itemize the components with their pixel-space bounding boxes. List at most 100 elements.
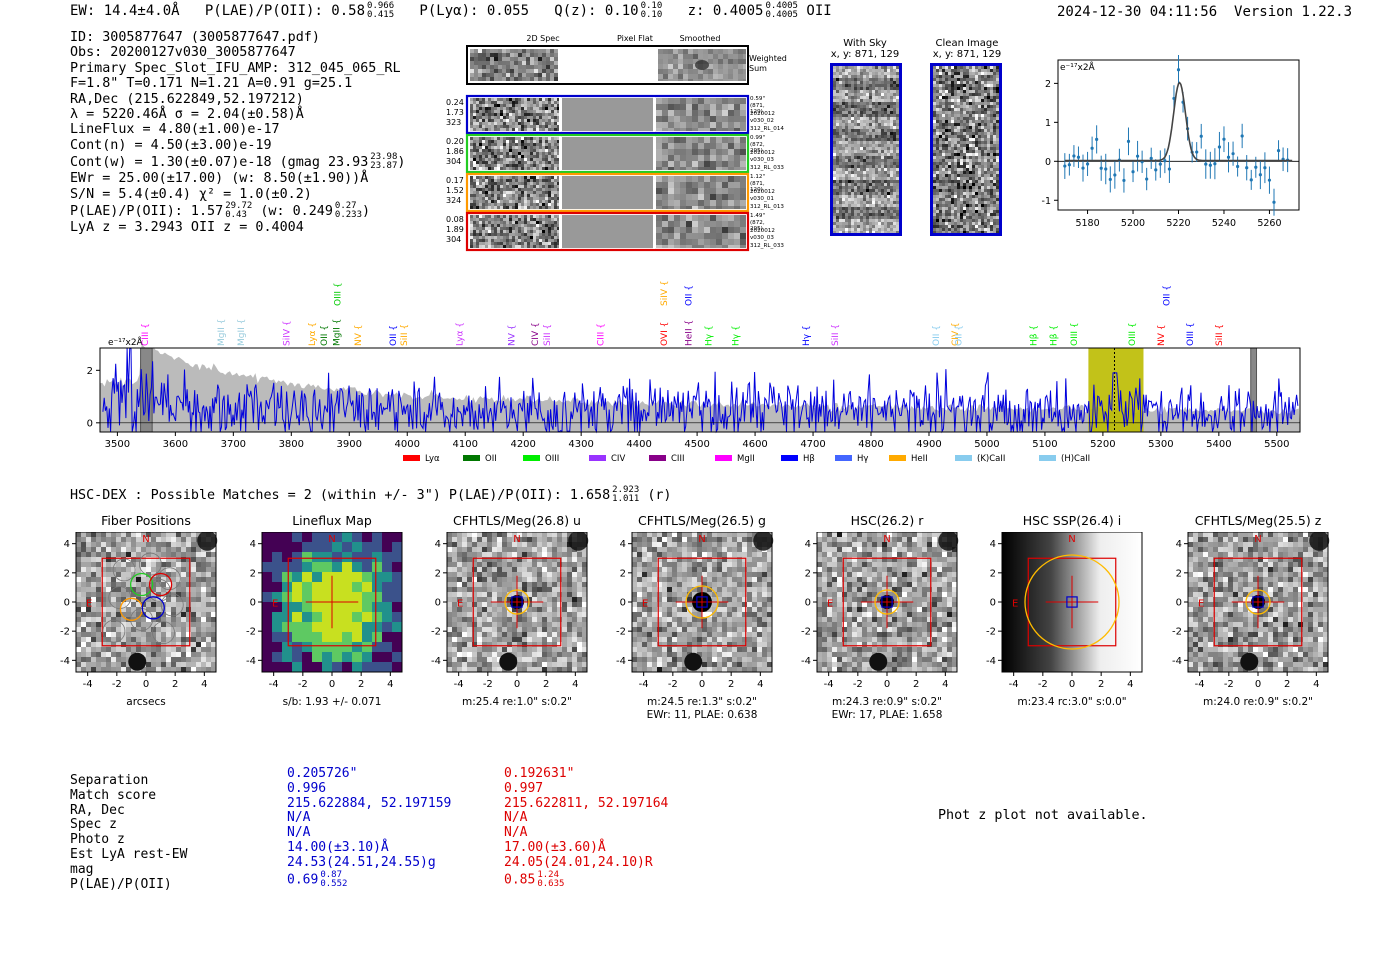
noise-pixel (486, 57, 490, 61)
noise-pixel (875, 120, 878, 123)
spec2d-row-meta: 1.12" (750, 174, 766, 180)
noise-pixel (948, 219, 951, 222)
noise-pixel (939, 186, 942, 189)
noise-pixel (878, 144, 881, 147)
noise-pixel (996, 186, 999, 189)
noise-pixel (948, 171, 951, 174)
noise-pixel (658, 54, 663, 59)
noise-pixel (972, 135, 975, 138)
noise-pixel (954, 90, 957, 93)
noise-pixel (993, 66, 996, 69)
noise-pixel (860, 132, 863, 135)
noise-pixel (887, 201, 890, 204)
noise-pixel (881, 189, 884, 192)
noise-pixel (842, 135, 845, 138)
noise-pixel (554, 182, 557, 185)
noise-pixel (954, 186, 957, 189)
noise-pixel (506, 227, 509, 230)
noise-pixel (893, 180, 896, 183)
noise-pixel (539, 119, 542, 122)
noise-pixel (542, 125, 545, 128)
noise-pixel (542, 152, 545, 155)
noise-pixel (881, 213, 884, 216)
noise-pixel (662, 182, 668, 188)
noise-pixel (506, 236, 509, 239)
noise-pixel (503, 191, 506, 194)
noise-pixel (893, 138, 896, 141)
noise-pixel (887, 150, 890, 153)
noise-pixel (833, 123, 836, 126)
noise-pixel (723, 59, 728, 64)
noise-pixel (512, 245, 515, 248)
noise-pixel (954, 177, 957, 180)
noise-pixel (524, 203, 527, 206)
noise-pixel (869, 204, 872, 207)
noise-pixel (533, 203, 536, 206)
noise-pixel (476, 215, 479, 218)
noise-pixel (734, 104, 740, 110)
noise-pixel (728, 69, 733, 74)
noise-pixel (951, 132, 954, 135)
noise-pixel (548, 245, 551, 248)
noise-pixel (960, 141, 963, 144)
noise-pixel (836, 207, 839, 210)
noise-pixel (494, 245, 497, 248)
noise-pixel (981, 189, 984, 192)
noise-pixel (942, 75, 945, 78)
noise-pixel (984, 222, 987, 225)
noise-pixel (993, 210, 996, 213)
noise-pixel (692, 239, 698, 245)
noise-pixel (478, 53, 482, 57)
noise-pixel (942, 66, 945, 69)
noise-pixel (884, 102, 887, 105)
noise-pixel (557, 179, 560, 182)
noise-pixel (500, 194, 503, 197)
noise-pixel (969, 162, 972, 165)
noise-pixel (951, 186, 954, 189)
noise-pixel (854, 105, 857, 108)
noise-pixel (851, 126, 854, 129)
noise-pixel (963, 165, 966, 168)
noise-pixel (551, 236, 554, 239)
noise-pixel (981, 117, 984, 120)
noise-pixel (512, 167, 515, 170)
noise-pixel (848, 189, 851, 192)
noise-pixel (740, 122, 746, 128)
noise-pixel (476, 107, 479, 110)
noise-pixel (872, 156, 875, 159)
noise-pixel (890, 213, 893, 216)
noise-pixel (488, 176, 491, 179)
noise-pixel (942, 99, 945, 102)
noise-pixel (890, 186, 893, 189)
noise-pixel (975, 192, 978, 195)
noise-pixel (975, 144, 978, 147)
noise-pixel (942, 165, 945, 168)
noise-pixel (686, 176, 692, 182)
noise-pixel (987, 174, 990, 177)
noise-pixel (512, 206, 515, 209)
noise-pixel (875, 189, 878, 192)
noise-pixel (734, 233, 740, 239)
noise-pixel (833, 114, 836, 117)
noise-pixel (473, 122, 476, 125)
noise-pixel (470, 137, 473, 140)
noise-pixel (936, 147, 939, 150)
noise-pixel (506, 167, 509, 170)
noise-pixel (536, 179, 539, 182)
noise-pixel (545, 227, 548, 230)
noise-pixel (836, 219, 839, 222)
noise-pixel (656, 182, 662, 188)
noise-pixel (939, 231, 942, 234)
noise-pixel (533, 236, 536, 239)
noise-pixel (521, 167, 524, 170)
noise-pixel (521, 230, 524, 233)
noise-pixel (554, 236, 557, 239)
noise-pixel (521, 101, 524, 104)
noise-pixel (939, 210, 942, 213)
noise-pixel (957, 156, 960, 159)
noise-pixel (686, 143, 692, 149)
noise-pixel (884, 66, 887, 69)
noise-pixel (981, 153, 984, 156)
noise-pixel (506, 61, 510, 65)
noise-pixel (893, 150, 896, 153)
